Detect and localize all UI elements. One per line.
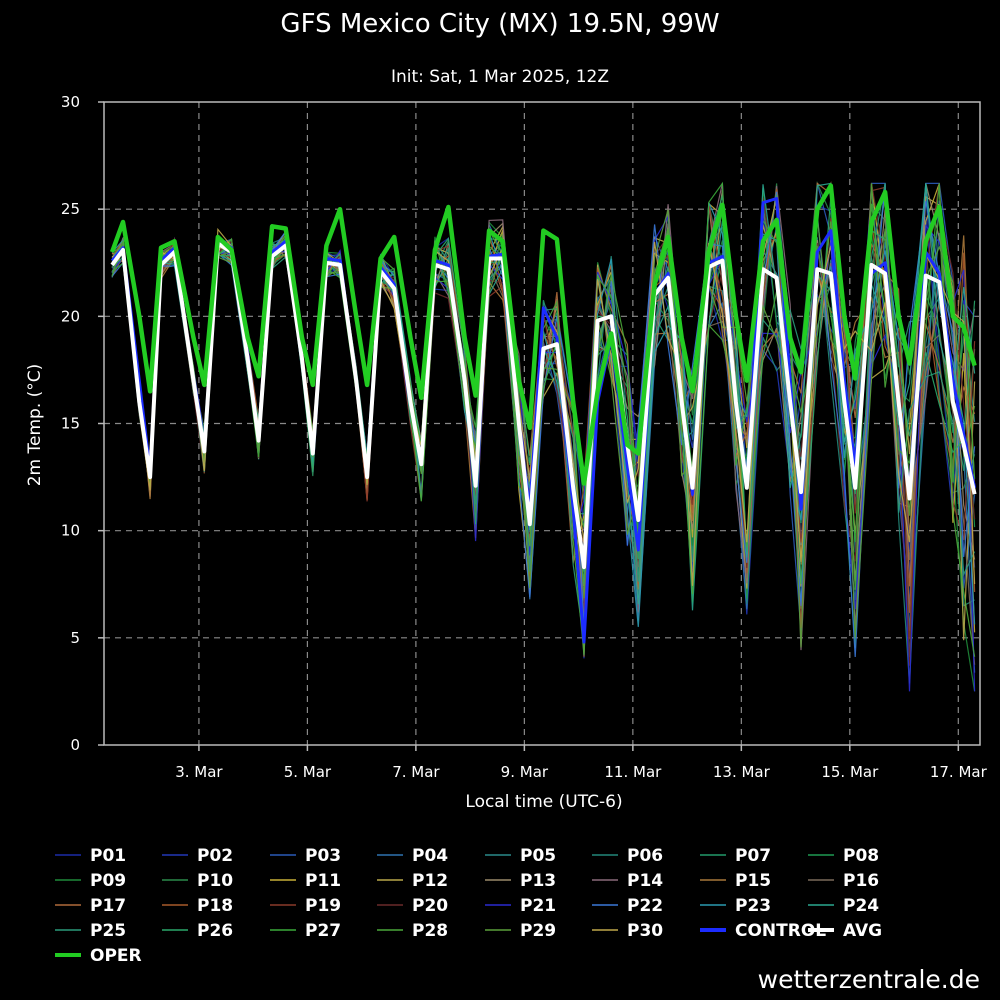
main-series [109, 183, 977, 644]
x-tick-label: 9. Mar [501, 763, 549, 781]
legend: P01 P02 P03 P04 P05 P06 P07 P08 P09 P10 P11 P12 P13 P… [55, 846, 882, 966]
legend-label: P10 [197, 871, 233, 891]
x-tick-label: 13. Mar [713, 763, 771, 781]
series-line-oper [109, 183, 977, 486]
legend-label: CONTROL [735, 921, 826, 941]
x-tick-label: 15. Mar [821, 763, 879, 781]
x-tick-label: 5. Mar [284, 763, 332, 781]
legend-label: P30 [627, 921, 663, 941]
y-tick-label: 0 [70, 736, 80, 754]
legend-label: P24 [843, 896, 879, 916]
legend-label: P16 [843, 871, 879, 891]
y-tick-label: 20 [61, 307, 80, 325]
credit-text: wetterzentrale.de [758, 965, 980, 994]
x-axis-label: Local time (UTC-6) [465, 792, 622, 812]
legend-label: P05 [520, 846, 556, 866]
series-line-avg [110, 241, 977, 570]
legend-label: P09 [90, 871, 126, 891]
x-tick-label: 3. Mar [175, 763, 223, 781]
legend-label: P20 [412, 896, 448, 916]
legend-label: AVG [843, 921, 882, 941]
y-tick-label: 15 [61, 415, 80, 433]
x-tick-label: 17. Mar [930, 763, 988, 781]
legend-label: P12 [412, 871, 448, 891]
y-axis-label: 2m Temp. (°C) [25, 364, 45, 487]
legend-label: P15 [735, 871, 771, 891]
legend-label: P02 [197, 846, 233, 866]
chart-title: GFS Mexico City (MX) 19.5N, 99W [280, 9, 719, 39]
legend-label: P22 [627, 896, 663, 916]
chart-subtitle: Init: Sat, 1 Mar 2025, 12Z [391, 67, 609, 87]
legend-label: P01 [90, 846, 126, 866]
legend-label: P04 [412, 846, 448, 866]
legend-label: P17 [90, 896, 126, 916]
legend-label: P03 [305, 846, 341, 866]
legend-label: P28 [412, 921, 448, 941]
y-tick-label: 5 [70, 629, 80, 647]
x-tick-label: 11. Mar [604, 763, 662, 781]
legend-label: P13 [520, 871, 556, 891]
legend-label: P29 [520, 921, 556, 941]
legend-label: P07 [735, 846, 771, 866]
legend-label: P26 [197, 921, 233, 941]
legend-label: P27 [305, 921, 341, 941]
legend-label: P19 [305, 896, 341, 916]
legend-label: OPER [90, 946, 142, 966]
legend-label: P23 [735, 896, 771, 916]
y-tick-label: 30 [61, 93, 80, 111]
legend-label: P08 [843, 846, 879, 866]
legend-label: P21 [520, 896, 556, 916]
y-axis-ticks: 0 5 10 15 20 25 30 [61, 93, 104, 754]
x-tick-label: 7. Mar [392, 763, 440, 781]
y-tick-label: 25 [61, 200, 80, 218]
y-tick-label: 10 [61, 522, 80, 540]
x-axis-ticks: 3. Mar 5. Mar 7. Mar 9. Mar 11. Mar 13. Mar 15… [175, 745, 988, 781]
legend-label: P18 [197, 896, 233, 916]
legend-label: P06 [627, 846, 663, 866]
legend-label: P25 [90, 921, 126, 941]
legend-label: P11 [305, 871, 341, 891]
legend-label: P14 [627, 871, 663, 891]
